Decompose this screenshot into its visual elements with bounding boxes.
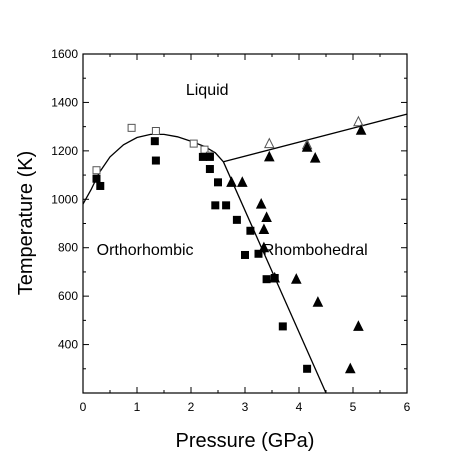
plot-frame — [82, 53, 408, 394]
open-triangle-marker — [263, 137, 275, 149]
filled-square-marker — [96, 181, 105, 190]
filled-square-marker — [211, 201, 220, 210]
x-tick-label: 0 — [80, 400, 87, 414]
filled-triangle-marker — [353, 320, 364, 331]
axis-tick-labels: 0 1 2 3 4 5 6 400 600 800 1000 1200 1400 1600 — [51, 47, 410, 414]
y-tick-label: 1000 — [51, 192, 78, 206]
data-markers — [92, 115, 367, 374]
region-label-liquid: Liquid — [186, 82, 229, 99]
open-square-marker — [189, 139, 198, 148]
filled-triangle-marker — [236, 176, 248, 187]
open-triangle-marker — [353, 115, 364, 127]
x-tick-label: 2 — [188, 400, 195, 414]
filled-triangle-marker — [258, 241, 270, 253]
filled-triangle-marker — [344, 362, 356, 374]
y-tick-label: 1400 — [51, 95, 78, 109]
filled-square-marker — [205, 152, 214, 161]
x-axis-title: Pressure (GPa) — [176, 430, 315, 452]
x-tick-label: 1 — [134, 400, 141, 414]
filled-square-marker — [198, 152, 207, 161]
filled-square-marker — [241, 250, 249, 259]
filled-triangle-marker — [301, 141, 313, 152]
filled-square-marker — [222, 201, 231, 210]
filled-square-marker — [246, 226, 255, 235]
y-tick-label: 400 — [58, 338, 78, 352]
filled-square-marker — [262, 275, 271, 284]
filled-square-marker — [151, 156, 160, 165]
filled-square-marker — [92, 174, 101, 183]
filled-triangle-marker — [309, 152, 321, 163]
y-axis-title: Temperature (K) — [15, 151, 37, 296]
filled-triangle-marker — [261, 211, 272, 222]
filled-triangle-marker — [255, 198, 267, 209]
y-tick-label: 1200 — [51, 144, 78, 158]
open-square-marker — [92, 166, 101, 175]
filled-square-marker — [150, 137, 159, 146]
x-tick-label: 6 — [404, 400, 411, 414]
y-tick-label: 800 — [58, 241, 78, 255]
filled-triangle-marker — [269, 271, 281, 283]
filled-square-marker — [278, 322, 287, 331]
filled-triangle-marker — [290, 273, 302, 284]
filled-triangle-marker — [312, 296, 324, 307]
filled-triangle-marker — [226, 176, 237, 187]
x-tick-label: 3 — [242, 400, 249, 414]
filled-square-marker — [214, 178, 222, 187]
filled-triangle-marker — [355, 124, 367, 135]
filled-square-marker — [232, 215, 241, 224]
filled-square-marker — [303, 364, 312, 373]
region-label-rhombohedral: Rhombohedral — [263, 242, 368, 259]
region-label-orthorhombic: Orthorhombic — [97, 242, 194, 259]
phase-region-labels: Liquid Orthorhombic Rhombohedral — [97, 82, 368, 259]
open-square-marker — [127, 123, 136, 132]
filled-triangle-marker — [263, 150, 275, 162]
x-tick-label: 5 — [350, 400, 357, 414]
y-tick-label: 1600 — [51, 47, 78, 61]
x-tick-label: 4 — [296, 400, 303, 414]
axis-ticks — [82, 53, 408, 393]
line-liquidus-rhombohedral — [223, 113, 408, 163]
filled-triangle-marker — [258, 223, 270, 235]
filled-square-marker — [205, 165, 214, 174]
open-square-marker — [151, 127, 160, 136]
filled-square-marker — [254, 249, 263, 258]
y-tick-label: 600 — [58, 289, 78, 303]
